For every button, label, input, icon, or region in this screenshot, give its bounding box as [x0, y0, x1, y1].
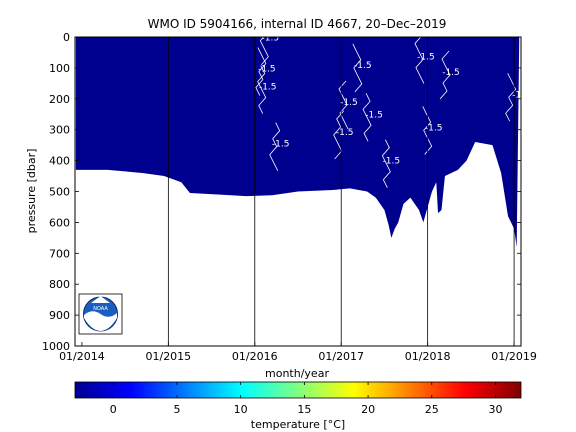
x-axis-label: month/year: [265, 367, 329, 380]
contour-line: [259, 37, 269, 65]
contour-line: [352, 43, 363, 93]
svg-text:NOAA: NOAA: [93, 306, 108, 312]
contour-line: [257, 65, 267, 114]
chart-title: WMO ID 5904166, internal ID 4667, 20–Dec…: [148, 17, 447, 31]
contour-label: -1.5: [425, 123, 443, 133]
contour-label: -1.5: [365, 110, 383, 120]
colorbar-tick-label: 20: [361, 403, 375, 416]
y-tick-label: 200: [49, 93, 70, 106]
colorbar-ticks: 0 5 10 15 20 25 30: [110, 382, 503, 416]
y-tick-label: 0: [63, 31, 70, 44]
contour-label: -1.5: [383, 157, 401, 167]
noaa-logo: NOAA: [78, 293, 123, 335]
y-axis: 0 100 200 300 400 500 600 700 800 900 1000: [42, 31, 521, 353]
contour-line: [255, 47, 267, 96]
contour-line: [333, 110, 344, 160]
y-tick-label: 1000: [42, 340, 70, 353]
contour-label: -1.5: [354, 61, 372, 71]
y-tick-label: 500: [49, 186, 70, 199]
x-tick-label: 01/2015: [145, 350, 191, 363]
contour-line: [439, 50, 451, 100]
x-axis: 01/2014 01/2015 01/2016 01/2017 01/2018 01/20…: [59, 342, 537, 363]
x-tick-label: 01/2016: [232, 350, 278, 363]
data-coverage-area: [75, 37, 520, 248]
y-axis-label: pressure [dbar]: [25, 149, 38, 234]
colorbar-tick-label: 0: [110, 403, 117, 416]
y-tick-label: 300: [49, 124, 70, 137]
colorbar-tick-label: 5: [173, 403, 180, 416]
colorbar-tick-label: 30: [489, 403, 503, 416]
contour-line: [269, 122, 281, 171]
contour-line: [505, 73, 517, 122]
colorbar-tick-label: 25: [425, 403, 439, 416]
contour-line: [422, 106, 433, 155]
contour-label: -1.5: [417, 53, 435, 63]
contour-label: -1.5: [262, 34, 280, 44]
contour-label: -1.5: [272, 140, 290, 150]
x-tick-label: 01/2019: [491, 350, 537, 363]
plot-area: -1.5 -1.5 -1.5 -1.5 -1.5 -1.5 -1.5 -1.5 -1.5 -1.5…: [74, 34, 522, 347]
y-tick-label: 600: [49, 216, 70, 229]
x-tick-label: 01/2014: [59, 350, 105, 363]
x-tick-label: 01/2018: [405, 350, 451, 363]
contour-label: -1.5: [259, 83, 277, 93]
contour-label: -1.5: [340, 98, 358, 108]
y-tick-label: 900: [49, 309, 70, 322]
colorbar-tick-label: 10: [234, 403, 248, 416]
y-tick-label: 800: [49, 278, 70, 291]
contour-line: [414, 37, 425, 84]
contour-label: -1.5: [442, 68, 460, 78]
colorbar-label: temperature [°C]: [251, 418, 345, 431]
contour-line: [381, 139, 391, 188]
contour-label: -1: [512, 90, 521, 100]
y-tick-label: 700: [49, 247, 70, 260]
contour-label: -1.5: [336, 128, 354, 138]
contour-line: [362, 93, 372, 142]
contour-labels: -1.5 -1.5 -1.5 -1.5 -1.5 -1.5 -1.5 -1.5 -1.5 -1.5…: [258, 34, 521, 167]
colorbar-tick-label: 15: [297, 403, 311, 416]
colorbar-gradient: [74, 381, 522, 399]
y-tick-label: 100: [49, 62, 70, 75]
y-tick-label: 400: [49, 155, 70, 168]
contour-label: -1.5: [258, 65, 276, 75]
year-lines: [167, 37, 515, 346]
colorbar: 0 5 10 15 20 25 30 temperature [°C]: [74, 381, 522, 431]
contour-lines: [255, 37, 517, 188]
x-tick-label: 01/2017: [318, 350, 364, 363]
contour-line: [338, 80, 349, 130]
